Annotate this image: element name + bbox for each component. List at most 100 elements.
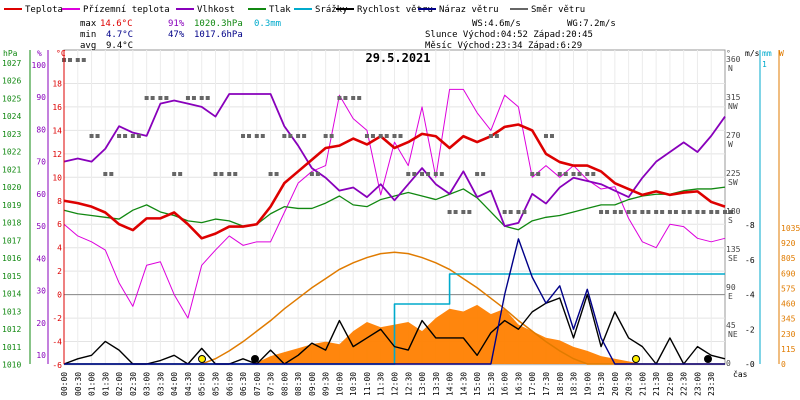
wind-direction-point [667,210,672,214]
x-tick-label: 06:00 [225,372,234,396]
axis-tick-label: 135 [726,245,741,254]
axis-tick-label: 345 [781,315,796,324]
axis-tick-label: 30 [36,287,46,296]
legend-label: Přízemní teplota [83,5,170,15]
x-tick-label: 17:30 [542,372,551,396]
axis-tick-label: 18 [52,79,62,88]
wind-direction-point [329,134,334,138]
wind-direction-point [508,210,513,214]
stat-min-temp: 4.7°C [106,30,133,40]
axis-tick-label: NE [728,330,738,339]
stat-min-hum: 47% [168,30,185,40]
axis-tick-label: 1010 [2,361,21,370]
axis-tick-label: 1012 [2,325,21,334]
axis-tick-label: 1035 [781,224,800,233]
axis-tick-label: 16 [52,103,62,112]
x-tick-label: 23:00 [693,372,702,396]
axis-tick-label: E [728,292,733,301]
wind-direction-point [723,210,727,214]
axis-tick-label: 10 [52,173,62,182]
x-tick-label: 18:00 [556,372,565,396]
x-tick-label: 09:30 [322,372,331,396]
axis-tick-label: 690 [781,269,796,278]
wind-direction-point [241,134,246,138]
wind-direction-point [522,210,527,214]
wind-direction-point [351,96,356,100]
stat-max-temp: 14.6°C [100,19,133,29]
wind-direction-point [406,172,411,176]
axis-tick-label: 1023 [2,130,21,139]
axis-tick-label: 115 [781,345,796,354]
wind-direction-point [502,210,507,214]
wind-direction-point [81,58,86,62]
axis-tick-label: 1018 [2,219,21,228]
wind-direction-point [364,134,369,138]
stats-panel: max 14.6°C 91% 1020.3hPa 0.3mm min 4.7°C… [80,19,616,51]
wind-direction-point [729,210,733,214]
wind-direction-point [695,210,700,214]
series-pressure [63,186,726,231]
x-tick-label: 09:00 [308,372,317,396]
wind-direction-point [681,210,686,214]
stat-max-hum: 91% [168,19,185,29]
wind-direction-point [274,172,279,176]
axis-tick-label: -2 [745,325,755,334]
x-tick-label: 05:30 [211,372,220,396]
x-tick-label: 15:00 [473,372,482,396]
axis-tick-label: 20 [36,319,46,328]
axis-tick-label: 460 [781,300,796,309]
stat-ws: WS:4.6m/s [472,19,521,29]
x-tick-label: 07:00 [253,372,262,396]
series-wind-speed [63,293,726,365]
wind-direction-point [516,210,521,214]
wind-direction-point [302,134,307,138]
axis-unit-hpa: hPa [3,49,18,58]
axis-unit-c: °C [56,49,66,58]
axis-tick-label: 230 [781,330,796,339]
wind-direction-point [494,134,499,138]
wind-direction-point [654,210,659,214]
axis-tick-label: 225 [726,169,741,178]
stat-min-press: 1017.6hPa [194,30,243,40]
wind-direction-point [481,172,486,176]
x-tick-label: 11:30 [377,372,386,396]
x-tick-label: 05:00 [198,372,207,396]
wind-direction-point [117,134,122,138]
x-tick-label: 14:00 [446,372,455,396]
wind-direction-point [282,134,287,138]
x-tick-label: 17:00 [528,372,537,396]
wind-direction-point [461,210,466,214]
legend-label: Rychlost větru [357,5,433,15]
axis-tick-label: 90 [36,93,46,102]
wind-direction-point [68,58,72,62]
axis-tick-label: 70 [36,158,46,167]
wind-direction-point [296,134,301,138]
axis-tick-label: 45 [726,321,736,330]
wind-direction-point [475,172,480,176]
legend: Teplota Přízemní teplota Vlhkost Tlak Srážky… [4,5,585,15]
axis-tick-label: 0 [781,360,786,369]
axis-unit-w: W [779,49,784,58]
sunrise-marker [198,355,206,363]
axis-tick-label: 575 [781,284,796,293]
x-tick-label: 14:30 [459,372,468,396]
axis-tick-label: 12 [52,150,62,159]
axis-unit-mm: mm [762,49,772,58]
x-tick-label: 20:00 [611,372,620,396]
axis-tick-label: SW [728,178,738,187]
wind-direction-point [447,210,452,214]
axis-tick-label: -6 [52,361,62,370]
axis-tick-label: W [728,140,733,149]
legend-label: Směr větru [531,5,585,15]
x-tick-label: 21:30 [652,372,661,396]
axis-tick-label: NW [728,102,738,111]
x-tick-label: 02:00 [115,372,124,396]
axis-tick-label: 270 [726,131,741,140]
x-tick-label: 00:00 [60,372,69,396]
axis-tick-label: 90 [726,283,736,292]
wind-direction-point [158,96,163,100]
wind-direction-point [109,172,114,176]
wind-direction-point [453,210,458,214]
x-tick-label: 13:00 [418,372,427,396]
stat-sun: Slunce Východ:04:52 Západ:20:45 [425,30,593,40]
